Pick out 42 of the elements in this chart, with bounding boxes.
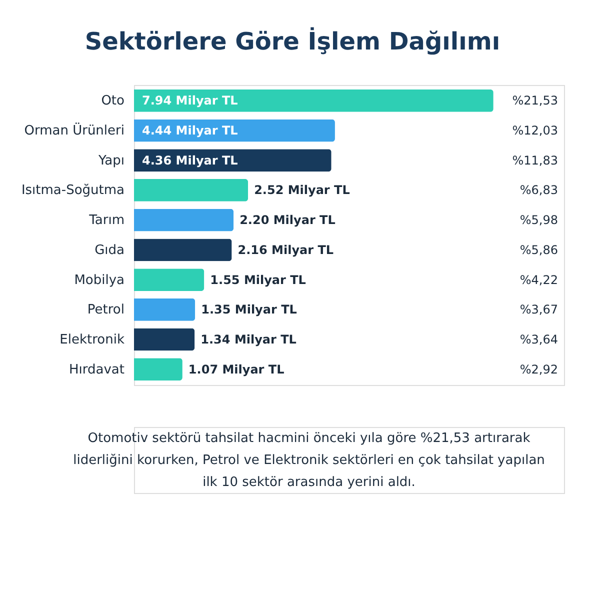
annotation: %4,22 xyxy=(520,272,558,287)
y-tick-label: Orman Ürünleri xyxy=(24,122,124,139)
annotation: %3,64 xyxy=(520,332,558,346)
data-label: 4.44 Milyar TL xyxy=(142,124,238,138)
bar xyxy=(134,89,494,112)
y-tick-label: Hırdavat xyxy=(69,362,124,378)
annotation: %5,98 xyxy=(520,213,558,228)
bar xyxy=(134,208,234,232)
annotation: %5,86 xyxy=(520,242,558,257)
y-tick-label: Petrol xyxy=(87,302,124,318)
data-label: 1.07 Milyar TL xyxy=(188,362,285,376)
y-tick-label: Tarım xyxy=(88,213,124,228)
annotation: %6,83 xyxy=(520,183,558,198)
bar xyxy=(134,179,248,202)
bar xyxy=(134,268,204,291)
bar xyxy=(134,358,182,381)
y-tick-label: Yapı xyxy=(98,153,124,168)
data-label: 2.16 Milyar TL xyxy=(238,242,334,257)
data-label: 1.35 Milyar TL xyxy=(201,302,298,317)
annotation: %12,03 xyxy=(512,124,558,138)
y-tick-label: Oto xyxy=(101,94,125,109)
data-label: 2.52 Milyar TL xyxy=(254,183,350,198)
text: Otomotiv sektörü tahsilat hacmini önceki yıla göre %21,53 artırarak xyxy=(88,431,531,446)
bar xyxy=(134,238,232,262)
data-label: 1.55 Milyar TL xyxy=(210,272,306,287)
y-tick-label: Mobilya xyxy=(74,272,124,288)
annotation: %11,83 xyxy=(512,153,558,168)
annotation: %21,53 xyxy=(512,94,558,108)
chart-title: Sektörlere Göre İşlem Dağılımı xyxy=(84,26,500,56)
bar xyxy=(134,298,196,321)
text: ilk 10 sektör arasında yerini aldı. xyxy=(202,475,416,490)
bar xyxy=(134,328,195,351)
data-label: 2.20 Milyar TL xyxy=(240,213,336,228)
y-tick-label: Elektronik xyxy=(60,332,125,348)
data-label: 4.36 Milyar TL xyxy=(142,153,238,168)
data-label: 1.34 Milyar TL xyxy=(200,332,297,346)
y-tick-label: Isıtma-Soğutma xyxy=(21,183,124,198)
data-label: 7.94 Milyar TL xyxy=(142,94,238,108)
y-tick-label: Gıda xyxy=(94,242,124,258)
annotation: %2,92 xyxy=(520,362,558,376)
text: liderliğini korurken, Petrol ve Elektronik sektörleri en çok tahsilat yapılan xyxy=(73,453,545,468)
annotation: %3,67 xyxy=(520,302,558,317)
